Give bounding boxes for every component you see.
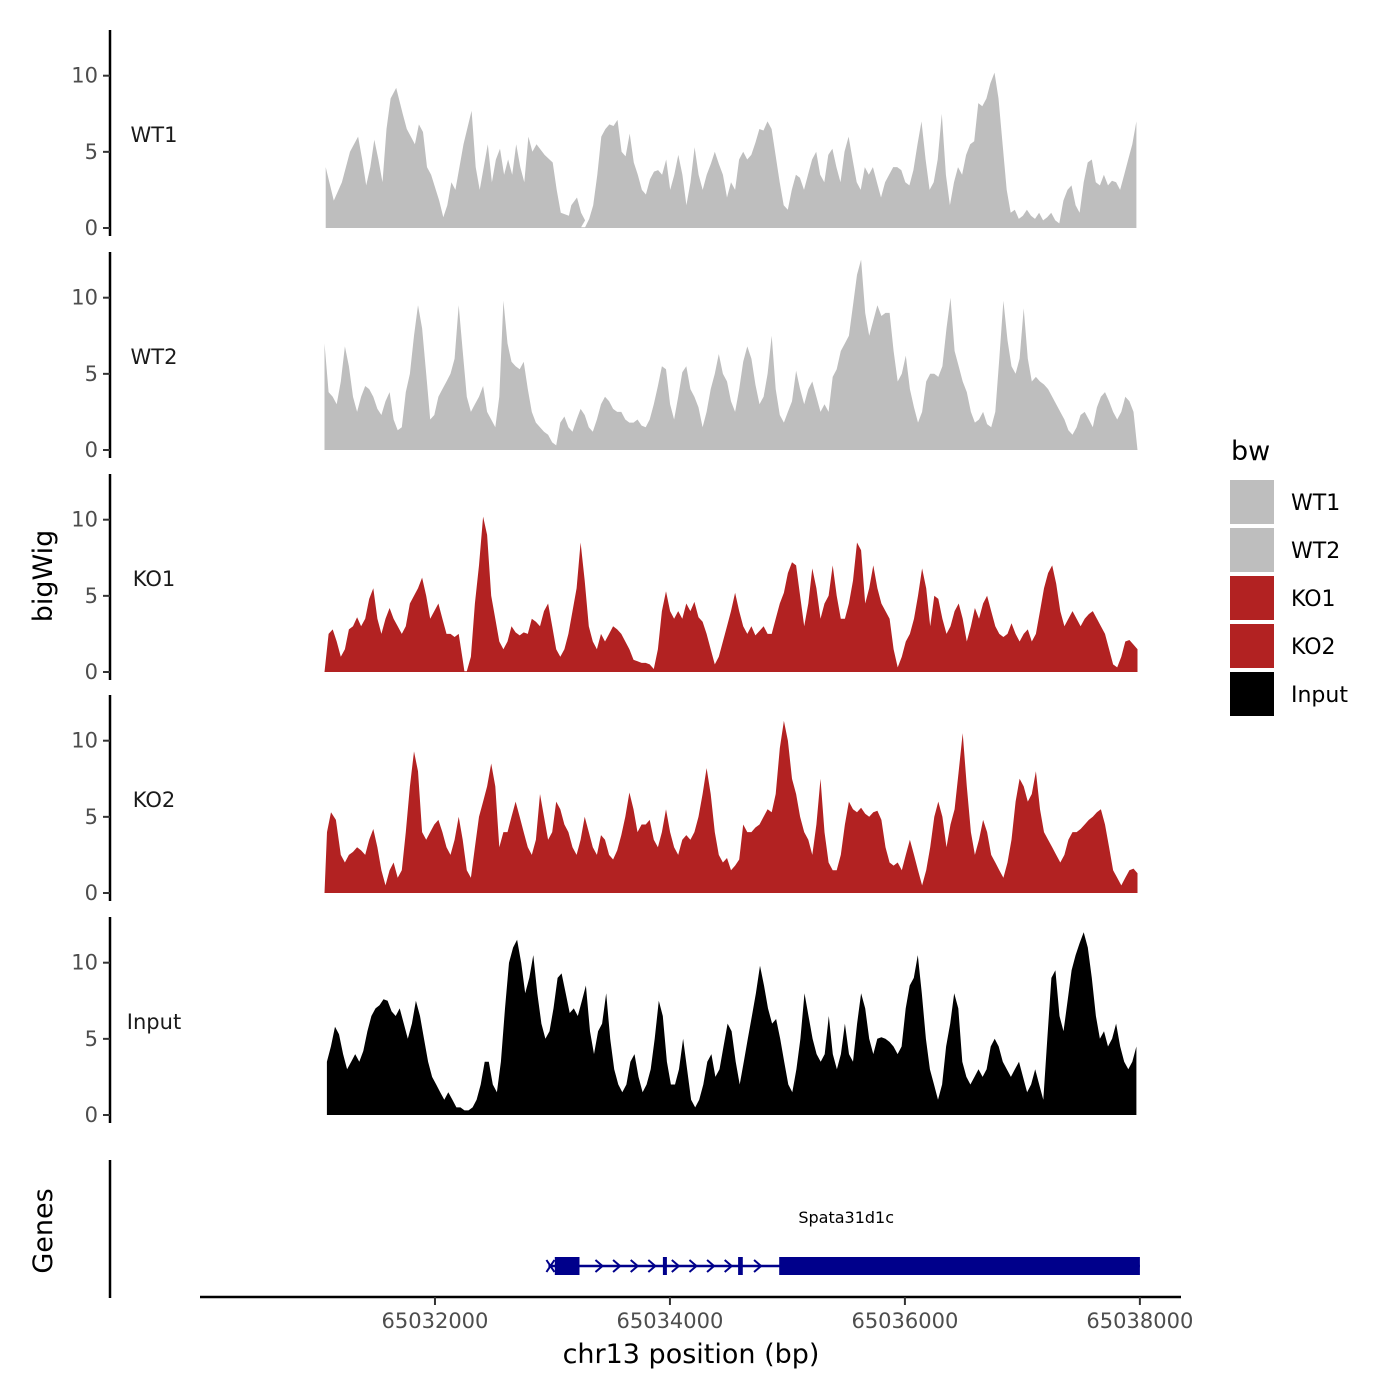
y-tick-label: 5 — [85, 584, 98, 608]
legend-label-input: Input — [1291, 683, 1348, 708]
gene-strand-arrow — [612, 1259, 622, 1273]
x-tick-label: 65034000 — [616, 1309, 723, 1333]
legend-label-wt1: WT1 — [1291, 491, 1340, 516]
track-wt1: 0 5 10 WT1 — [71, 30, 1137, 240]
x-tick-label: 65038000 — [1086, 1309, 1193, 1333]
genes-panel: Spata31d1c — [108, 1160, 1140, 1298]
track-wt2: 0 5 10 WT2 — [71, 252, 1138, 462]
y-axis-title: bigWig — [28, 530, 59, 623]
track-ko1: 0 5 10 KO1 — [71, 474, 1138, 684]
gene-strand-arrow — [671, 1259, 681, 1273]
area-wt1 — [325, 72, 1137, 228]
area-input — [326, 932, 1137, 1115]
x-tick-label: 65036000 — [851, 1309, 958, 1333]
track-label-wt1: WT1 — [131, 123, 178, 147]
gene-strand-arrow — [647, 1259, 657, 1273]
gene-exon — [662, 1257, 667, 1275]
legend-label-ko2: KO2 — [1291, 635, 1336, 660]
legend-key-wt2 — [1230, 528, 1274, 572]
y-tick-label: 0 — [85, 881, 98, 905]
y-tick-label: 0 — [85, 438, 98, 462]
gene-exon — [738, 1257, 743, 1275]
legend-key-ko1 — [1230, 576, 1274, 620]
x-axis: 65032000 65034000 65036000 65038000 — [200, 1295, 1193, 1333]
gene-spata31d1c: Spata31d1c — [545, 1208, 1140, 1275]
y-tick-label: 10 — [71, 508, 98, 532]
legend-key-wt1 — [1230, 480, 1274, 524]
gene-start-cap — [545, 1259, 556, 1273]
y-tick-label: 0 — [85, 216, 98, 240]
area-ko1 — [324, 516, 1138, 672]
genes-axis-title: Genes — [28, 1188, 59, 1273]
gene-strand-arrow — [724, 1259, 734, 1273]
legend-label-wt2: WT2 — [1291, 539, 1340, 564]
legend: bw WT1 WT2 KO1 KO2 Input — [1230, 436, 1348, 716]
legend-key-ko2 — [1230, 624, 1274, 668]
y-tick-label: 0 — [85, 1103, 98, 1127]
track-label-ko1: KO1 — [133, 567, 176, 591]
track-label-wt2: WT2 — [131, 345, 178, 369]
y-tick-label: 10 — [71, 64, 98, 88]
gene-strand-arrow — [594, 1259, 604, 1273]
y-tick-label: 10 — [71, 729, 98, 753]
gene-strand-arrow — [630, 1259, 640, 1273]
track-input: 0 5 10 Input — [71, 917, 1137, 1127]
track-label-input: Input — [127, 1010, 181, 1034]
track-label-ko2: KO2 — [133, 788, 176, 812]
gene-label: Spata31d1c — [798, 1208, 894, 1227]
gene-strand-arrow — [706, 1259, 716, 1273]
y-tick-label: 5 — [85, 362, 98, 386]
legend-label-ko1: KO1 — [1291, 587, 1336, 612]
y-tick-label: 5 — [85, 1027, 98, 1051]
track-ko2: 0 5 10 KO2 — [71, 695, 1138, 905]
gene-exon — [779, 1257, 1140, 1275]
gene-strand-arrow — [688, 1259, 698, 1273]
y-tick-label: 5 — [85, 140, 98, 164]
area-wt2 — [324, 259, 1138, 450]
gene-strand-arrow — [753, 1259, 763, 1273]
gene-strand-arrow — [559, 1259, 569, 1273]
y-tick-label: 10 — [71, 286, 98, 310]
y-tick-label: 0 — [85, 660, 98, 684]
tracks-area: 0 5 10 WT1 0 5 10 WT2 0 5 10 KO1 0 5 10 KO2 0 5 10 Input — [71, 30, 1138, 1127]
y-tick-label: 10 — [71, 951, 98, 975]
legend-title: bw — [1231, 436, 1270, 467]
y-tick-label: 5 — [85, 805, 98, 829]
x-tick-label: 65032000 — [382, 1309, 489, 1333]
area-ko2 — [324, 720, 1138, 893]
x-axis-title: chr13 position (bp) — [563, 1339, 820, 1370]
legend-key-input — [1230, 672, 1274, 716]
